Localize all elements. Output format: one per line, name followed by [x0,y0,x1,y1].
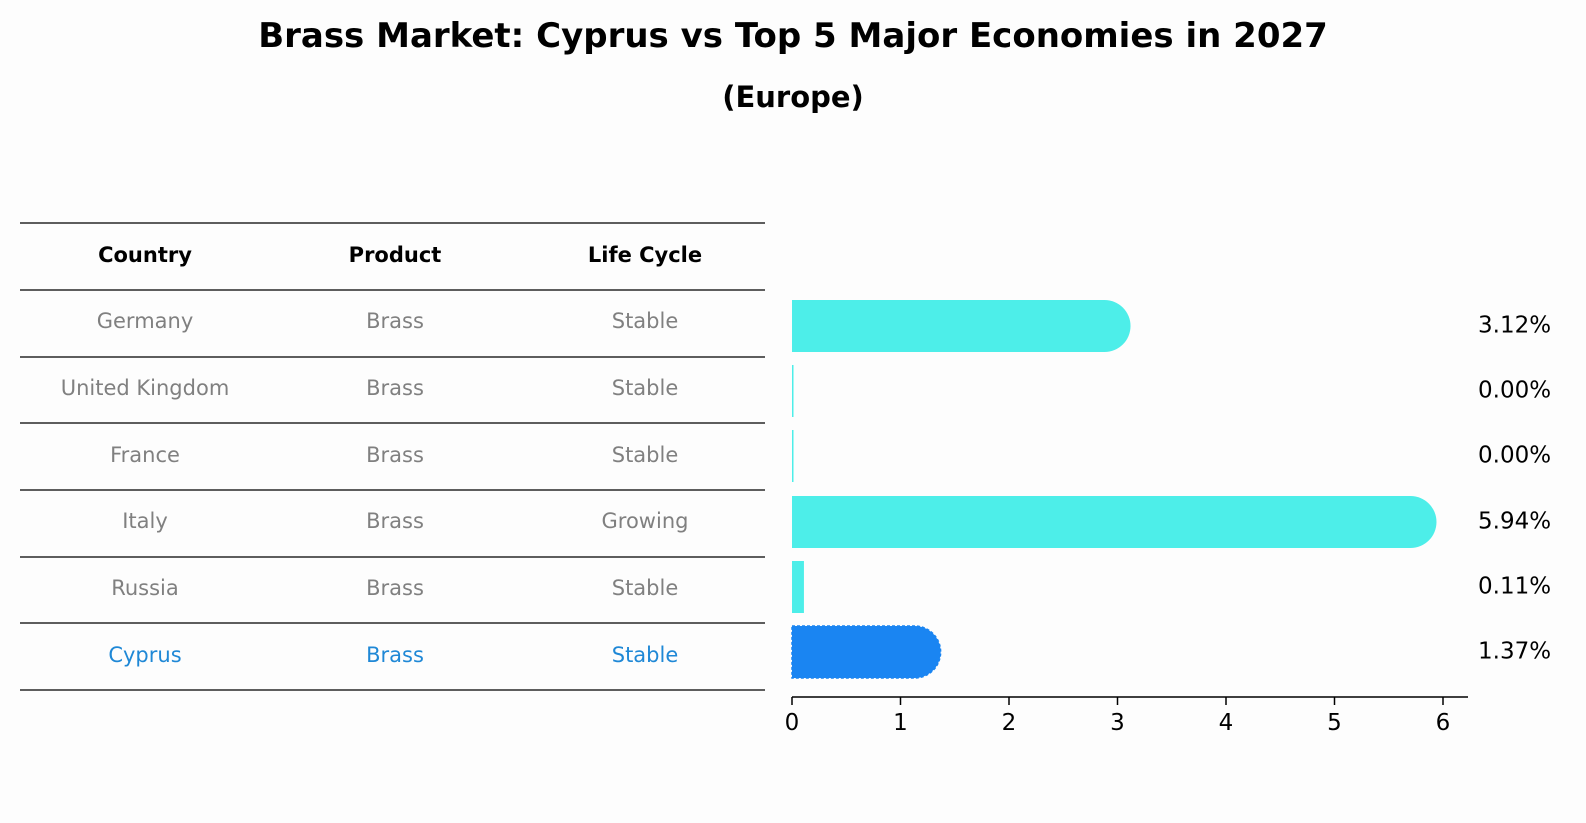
table-cell: Brass [366,309,424,333]
x-tick-label: 3 [1110,710,1125,736]
bar-chart: 3.12% 0.00% 0.00% 5.94% 0.11% 1.37% 0 1 2 3 4 5 6 [785,300,1551,736]
table-cell: Cyprus [108,643,181,667]
x-tick-label: 5 [1327,710,1342,736]
bar-italy [792,496,1437,548]
bar-cyprus [791,625,942,679]
bar-value-label: 3.12% [1478,313,1551,339]
x-tick-label: 6 [1436,710,1451,736]
table-cell: Russia [111,576,179,600]
table-header-cell: Life Cycle [588,243,702,267]
x-tick-label: 1 [893,710,908,736]
bar-value-label: 5.94% [1478,509,1551,535]
table-cell: Brass [366,576,424,600]
table-cell: Stable [612,443,679,467]
table-cell: Growing [602,509,689,533]
table-cell: United Kingdom [61,376,230,400]
bar-value-label: 1.37% [1478,639,1551,665]
table-cell: Stable [612,376,679,400]
table-header-cell: Country [98,243,192,267]
bar-value-label: 0.00% [1478,378,1551,404]
table-cell: Italy [122,509,168,533]
bar-value-label: 0.11% [1478,574,1551,600]
bar-united-kingdom [792,365,794,417]
data-table: Country Product Life Cycle Germany Brass Stab… [20,222,765,691]
table-cell: France [110,443,180,467]
table-header-cell: Product [349,243,442,267]
x-tick-label: 0 [785,710,800,736]
bar-france [792,430,794,482]
x-tick-label: 2 [1002,710,1017,736]
table-cell: Germany [97,309,194,333]
bar-russia [792,561,804,613]
table-cell: Stable [612,309,679,333]
table-cell: Brass [366,643,424,667]
x-tick-label: 4 [1219,710,1234,736]
table-cell: Brass [366,443,424,467]
table-cell: Brass [366,376,424,400]
bar-value-label: 0.00% [1478,443,1551,469]
bar-germany [792,300,1131,352]
table-cell: Stable [612,643,679,667]
chart-title: Brass Market: Cyprus vs Top 5 Major Econ… [258,16,1328,56]
chart-subtitle: (Europe) [722,80,864,114]
table-cell: Brass [366,509,424,533]
table-cell: Stable [612,576,679,600]
